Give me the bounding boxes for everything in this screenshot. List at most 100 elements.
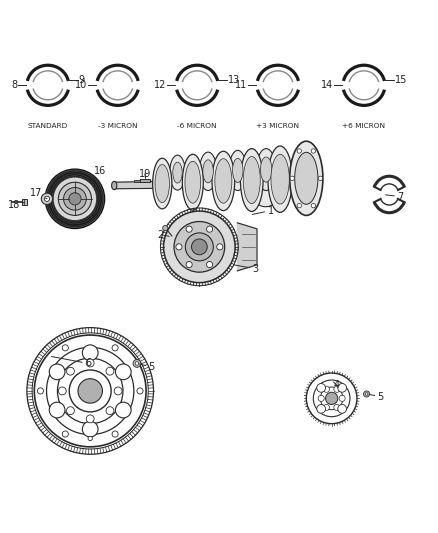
Text: 1: 1 (252, 206, 274, 216)
Circle shape (116, 364, 131, 379)
Ellipse shape (203, 160, 213, 183)
Circle shape (297, 149, 301, 153)
Ellipse shape (290, 141, 323, 215)
Ellipse shape (260, 157, 272, 182)
Text: 13: 13 (228, 75, 240, 85)
Ellipse shape (229, 150, 247, 190)
Ellipse shape (243, 157, 260, 204)
Bar (141, 179, 150, 182)
Circle shape (135, 362, 139, 365)
Text: -3 MICRON: -3 MICRON (98, 123, 138, 129)
Ellipse shape (268, 146, 292, 212)
Circle shape (58, 182, 92, 215)
Circle shape (53, 177, 97, 221)
Ellipse shape (212, 151, 235, 211)
Text: 10: 10 (75, 80, 87, 90)
Circle shape (338, 384, 346, 392)
Circle shape (297, 204, 301, 208)
Text: 19: 19 (139, 169, 151, 179)
Circle shape (41, 193, 53, 205)
Text: -6 MICRON: -6 MICRON (177, 123, 217, 129)
Circle shape (106, 407, 114, 415)
Circle shape (67, 367, 74, 375)
Circle shape (318, 176, 323, 181)
Circle shape (191, 239, 207, 255)
Polygon shape (156, 171, 182, 181)
Circle shape (174, 222, 225, 272)
Circle shape (86, 415, 94, 423)
Circle shape (69, 193, 81, 205)
Circle shape (186, 262, 192, 268)
Circle shape (318, 395, 324, 401)
Ellipse shape (254, 185, 278, 207)
Text: STANDARD: STANDARD (28, 123, 68, 129)
Text: 7: 7 (385, 192, 403, 201)
Circle shape (82, 421, 98, 437)
Circle shape (112, 431, 118, 437)
Text: 3: 3 (233, 264, 258, 273)
Circle shape (137, 388, 143, 394)
Text: +3 MICRON: +3 MICRON (256, 123, 300, 129)
Circle shape (311, 204, 315, 208)
Bar (134, 180, 143, 182)
Circle shape (317, 384, 325, 392)
Polygon shape (245, 164, 272, 180)
Ellipse shape (215, 159, 232, 203)
Circle shape (334, 386, 340, 392)
Circle shape (112, 345, 118, 351)
Circle shape (106, 367, 114, 375)
Ellipse shape (185, 161, 201, 203)
Text: 4: 4 (334, 380, 340, 390)
Ellipse shape (173, 162, 182, 183)
Circle shape (88, 436, 92, 441)
Text: 6: 6 (51, 357, 91, 368)
Polygon shape (216, 166, 243, 181)
Text: 5: 5 (369, 392, 384, 401)
Circle shape (325, 392, 338, 405)
Ellipse shape (155, 165, 170, 203)
Circle shape (78, 379, 102, 403)
Circle shape (334, 405, 340, 410)
Circle shape (365, 393, 368, 395)
Circle shape (49, 402, 65, 418)
Ellipse shape (112, 181, 117, 190)
Circle shape (162, 225, 168, 231)
Circle shape (114, 387, 122, 395)
Circle shape (290, 176, 294, 181)
Circle shape (317, 405, 325, 413)
Circle shape (67, 407, 74, 415)
Circle shape (45, 169, 105, 229)
Text: 15: 15 (395, 75, 407, 85)
Circle shape (64, 188, 86, 210)
Bar (21, 199, 27, 205)
Text: 14: 14 (321, 80, 333, 90)
Circle shape (82, 345, 98, 361)
Text: 2: 2 (157, 230, 169, 240)
Circle shape (339, 395, 345, 401)
Text: 8: 8 (11, 80, 17, 90)
Circle shape (37, 388, 43, 394)
Circle shape (163, 211, 235, 282)
Circle shape (206, 226, 212, 232)
Text: 16: 16 (92, 166, 106, 179)
Text: 11: 11 (235, 80, 247, 90)
Ellipse shape (199, 152, 217, 190)
Text: 12: 12 (154, 80, 166, 90)
Circle shape (364, 391, 370, 397)
Text: 5: 5 (140, 362, 155, 372)
Circle shape (116, 402, 131, 418)
Circle shape (185, 233, 213, 261)
Circle shape (323, 386, 329, 392)
Ellipse shape (295, 152, 318, 204)
Polygon shape (237, 223, 257, 271)
Polygon shape (187, 168, 213, 181)
Text: 9: 9 (78, 75, 85, 85)
Circle shape (186, 226, 192, 232)
Ellipse shape (240, 149, 263, 212)
Ellipse shape (233, 158, 243, 182)
Ellipse shape (152, 158, 172, 209)
Circle shape (62, 345, 68, 351)
Ellipse shape (257, 149, 276, 190)
Circle shape (176, 244, 182, 250)
Text: +6 MICRON: +6 MICRON (343, 123, 385, 129)
